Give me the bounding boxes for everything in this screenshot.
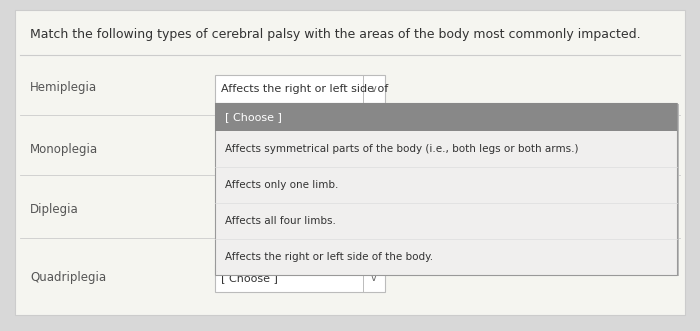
- Text: Hemiplegia: Hemiplegia: [30, 81, 97, 94]
- Text: [ Choose ]: [ Choose ]: [225, 112, 282, 122]
- Text: Affects all four limbs.: Affects all four limbs.: [225, 216, 336, 226]
- Bar: [215, 103, 677, 275]
- Bar: [215, 75, 385, 103]
- Text: [ Choose ]: [ Choose ]: [221, 273, 278, 283]
- Text: Affects the right or left side of the body.: Affects the right or left side of the bo…: [225, 252, 433, 262]
- Text: v: v: [371, 84, 377, 94]
- Text: Monoplegia: Monoplegia: [30, 144, 98, 157]
- Text: Affects only one limb.: Affects only one limb.: [225, 180, 338, 190]
- Text: Match the following types of cerebral palsy with the areas of the body most comm: Match the following types of cerebral pa…: [30, 28, 640, 41]
- Text: v: v: [371, 273, 377, 283]
- Bar: [216, 104, 679, 276]
- Text: Affects the right or left side of: Affects the right or left side of: [221, 84, 388, 94]
- Text: Affects symmetrical parts of the body (i.e., both legs or both arms.): Affects symmetrical parts of the body (i…: [225, 144, 578, 154]
- Text: Quadriplegia: Quadriplegia: [30, 271, 106, 285]
- Bar: [215, 103, 677, 131]
- Text: Diplegia: Diplegia: [30, 204, 78, 216]
- Bar: [215, 264, 385, 292]
